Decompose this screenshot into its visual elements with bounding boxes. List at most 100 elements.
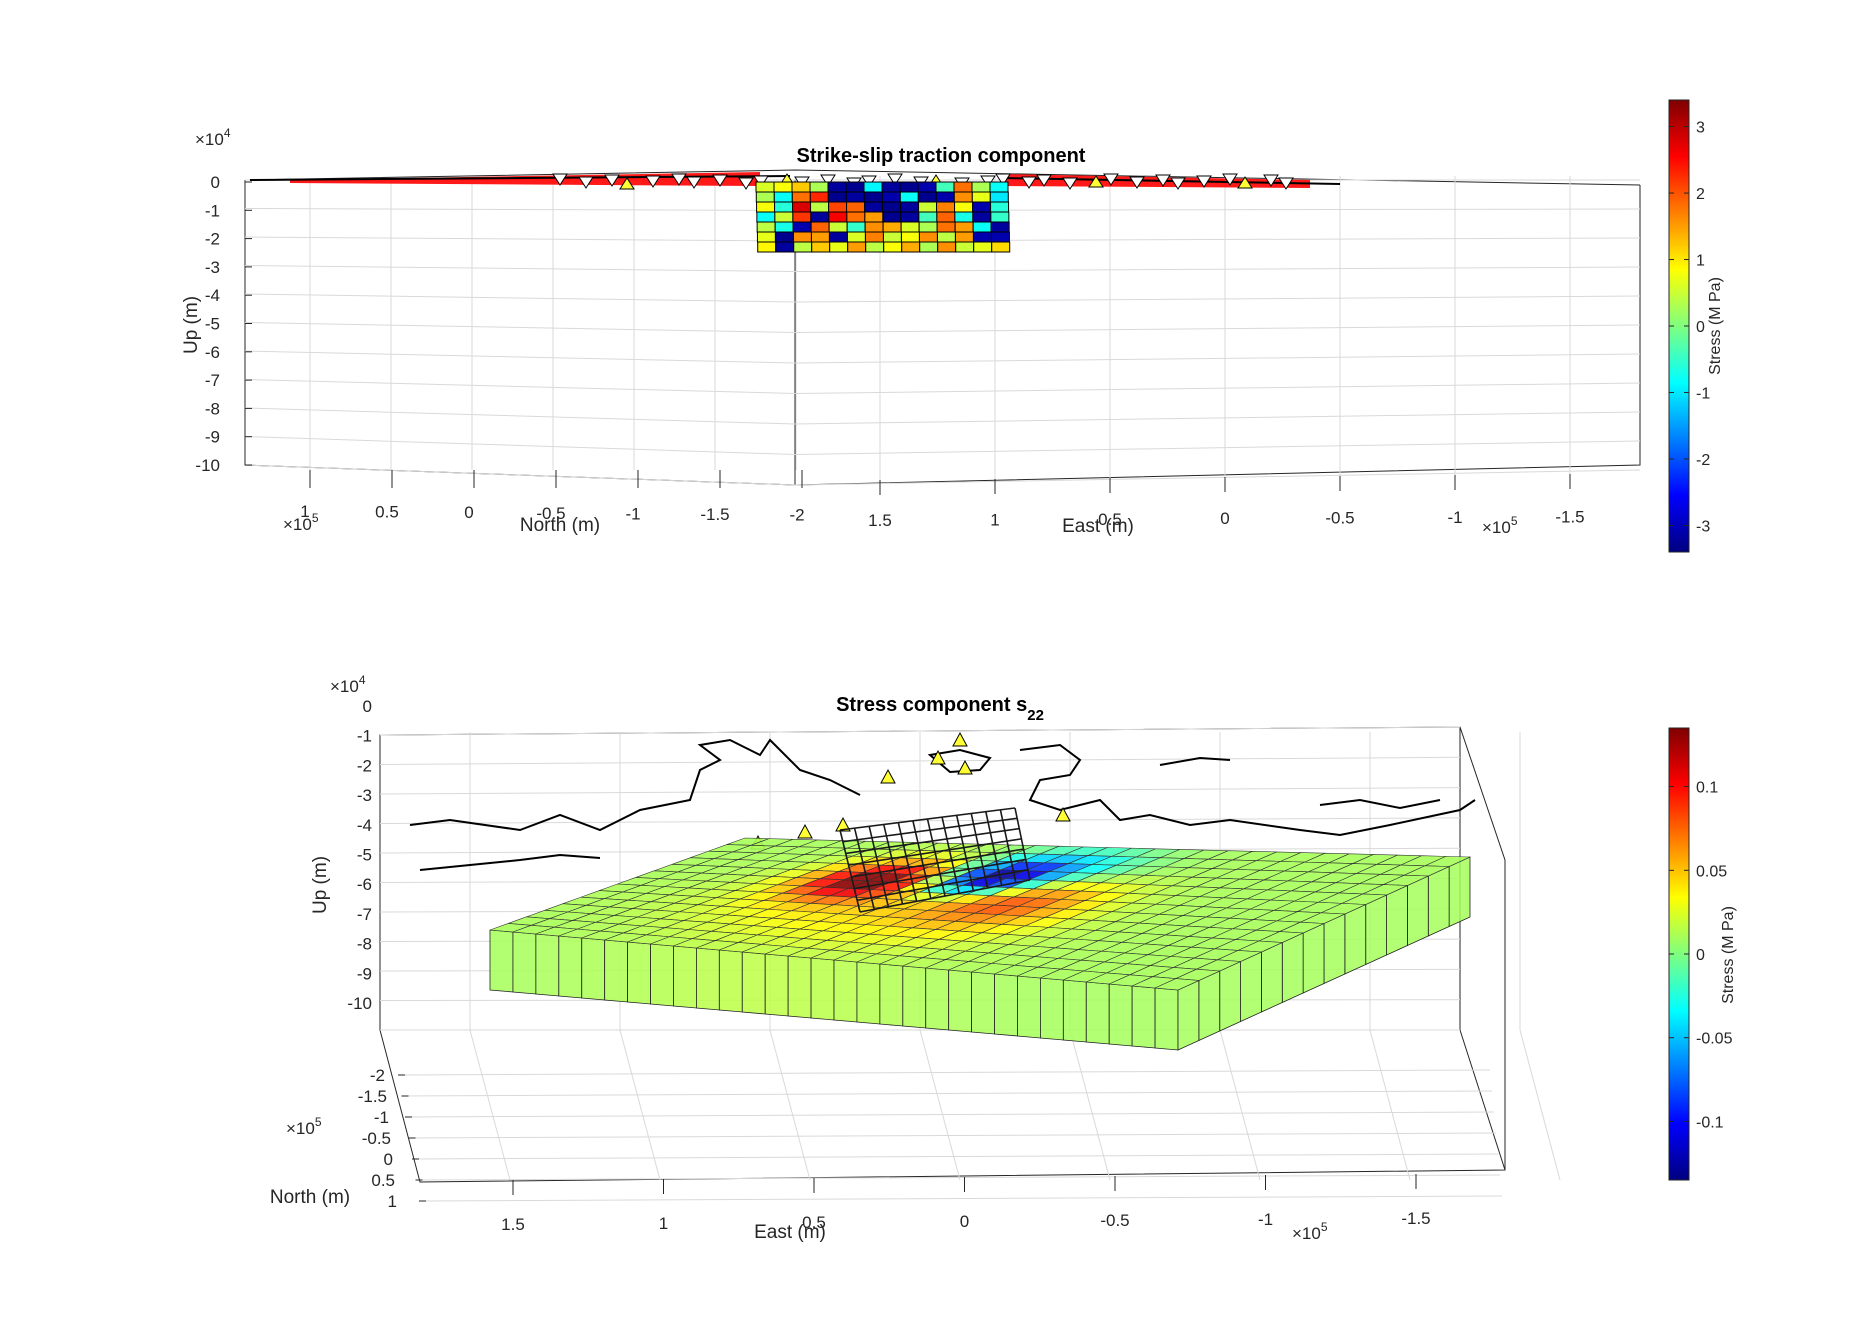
panel2-colorbar: 0.1 0.05 0 -0.05 -0.1 Stress (M Pa) — [1668, 727, 1737, 1181]
panel1-grid-line — [244, 350, 796, 364]
panel2-colorbar-tick-label: -0.05 — [1696, 1031, 1733, 1048]
panel2-fault-mesh-line — [845, 827, 1020, 855]
panel1-station-marker — [1062, 177, 1078, 190]
panel1-north-label: North (m) — [520, 515, 600, 536]
panel2-grid-line — [1069, 1029, 1111, 1181]
panel2-fault-mesh-line — [854, 858, 1026, 890]
panel2-stress-cell — [879, 963, 904, 1027]
panel1-fault-patch — [757, 241, 777, 253]
panel1-fault-patch — [793, 241, 813, 253]
panel1-fault-patch — [971, 191, 991, 203]
panel1-fault-patch — [756, 201, 776, 213]
panel1-fault-patch — [972, 211, 992, 223]
panel1-colorbar-tick-label: -3 — [1696, 518, 1710, 535]
panel1-fault-patch — [973, 241, 993, 253]
panel1-north-tick-label: -2 — [789, 506, 804, 525]
panel2-stress-cell — [1365, 894, 1387, 966]
panel1-fault-patch — [971, 181, 991, 193]
panel1-north-ticks: 1 0.5 0 -0.5 -1 -1.5 -2 — [300, 470, 805, 525]
panel2-grid-line — [401, 1090, 1493, 1097]
panel2-stress-cell — [1108, 983, 1133, 1047]
panel1-fault-patch — [918, 201, 938, 213]
panel1-fault-patch — [755, 181, 775, 193]
panel1-fault-patch — [990, 201, 1010, 213]
panel1-fault-patch — [882, 231, 902, 243]
panel2-stress-cell — [902, 965, 927, 1029]
panel2-fault-mesh-line — [985, 811, 1003, 886]
panel1-fault-patch — [954, 211, 974, 223]
panel2-station-marker — [880, 768, 896, 784]
panel1-z-tick-label: -7 — [205, 371, 220, 390]
panel1-fault-patch — [972, 231, 992, 243]
panel2-stress-cell — [558, 935, 583, 999]
panel1-station-marker — [1263, 174, 1279, 187]
panel1-station-marker — [1103, 173, 1119, 186]
panel2-east-tick-label: -0.5 — [1100, 1211, 1129, 1230]
panel2-stress-cell — [810, 957, 835, 1021]
panel2-stress-cell — [1177, 979, 1200, 1051]
panel1-fault-patch — [773, 181, 793, 193]
panel1-fault-patch — [810, 221, 830, 233]
panel1-fault-patch — [792, 231, 812, 243]
panel2-fault-mesh-line — [842, 817, 1018, 843]
panel1-station-marker — [712, 174, 728, 187]
panel1-fault-patch — [900, 211, 920, 223]
panel2-z-tick-label: -2 — [357, 756, 372, 775]
panel1-fault-patch — [881, 181, 901, 193]
panel2-z-tick-label: -9 — [357, 964, 372, 983]
panel2-grid-line — [469, 1029, 511, 1181]
panel1-fault-patch — [791, 191, 811, 203]
panel1-station-marker — [1278, 177, 1294, 190]
panel1-z-tick-label: -1 — [205, 201, 220, 220]
panel1-fault-patch — [755, 191, 775, 203]
panel1-east-exponent: ×105 — [1482, 514, 1518, 537]
panel2-grid-line — [1219, 1029, 1261, 1181]
panel1-grid-line — [794, 353, 1641, 364]
panel1-fault-patch — [881, 191, 901, 203]
panel1-fault-patch — [774, 231, 794, 243]
panel1-colorbar-tick-label: 2 — [1696, 186, 1705, 203]
panel2-grid-line — [619, 1029, 661, 1181]
panel2-z-tick-label: -4 — [357, 816, 372, 835]
panel1-colorbar-tick-label: -2 — [1696, 452, 1710, 469]
panel1-fault-patch — [828, 211, 848, 223]
panel1-north-tick-label: 0.5 — [375, 503, 399, 522]
panel1-fault-patch — [863, 181, 883, 193]
panel1-fault-patch — [865, 241, 885, 253]
panel1-grid-line — [794, 440, 1641, 455]
panel2-z-tick-label: -5 — [357, 846, 372, 865]
panel1-fault-patch — [954, 221, 974, 233]
panel1-station-marker — [995, 173, 1011, 186]
panel1-fault-patch — [919, 241, 939, 253]
panel1-fault-patch — [991, 241, 1011, 253]
panel2-fault-mesh — [839, 807, 1031, 913]
panel2-north-label: North (m) — [270, 1187, 350, 1208]
panel2-stress-cell — [1131, 985, 1156, 1049]
panel1-station-marker — [686, 176, 702, 189]
panel1-fault-patch — [972, 201, 992, 213]
panel2-fault-mesh-line — [926, 818, 946, 897]
panel1-z-ticks: 0 -1 -2 -3 -4 -5 -6 -7 -8 -9 -10 — [195, 173, 252, 475]
panel1-fault-patch — [827, 191, 847, 203]
panel2-stress-cell — [1386, 884, 1408, 956]
panel2-north-tick-label: 0.5 — [371, 1171, 395, 1190]
panel2-grid-line — [408, 1132, 1497, 1139]
panel1-fault-patch — [882, 211, 902, 223]
panel1-fault-patch — [773, 191, 793, 203]
panel2-fault-mesh-line — [839, 807, 1016, 831]
panel2-stress-cell — [1323, 913, 1346, 985]
panel1-fault-patch — [918, 231, 938, 243]
panel2-stress-cell — [1302, 922, 1325, 994]
panel1-east-tick-label: -1 — [1447, 508, 1462, 527]
panel2-stress-cell — [948, 969, 972, 1033]
panel1-grid-line — [794, 295, 1641, 303]
panel1-station-marker — [619, 177, 635, 190]
panel1-fault-patch — [775, 241, 795, 253]
panel2-fault-mesh-line — [970, 813, 989, 889]
panel1-z-label: Up (m) — [181, 296, 202, 354]
panel1-fault-patch — [899, 191, 919, 203]
panel2-stress-cell — [581, 937, 606, 1001]
panel1-fault-patch — [954, 201, 974, 213]
panel2-stress-cell — [1085, 981, 1110, 1045]
